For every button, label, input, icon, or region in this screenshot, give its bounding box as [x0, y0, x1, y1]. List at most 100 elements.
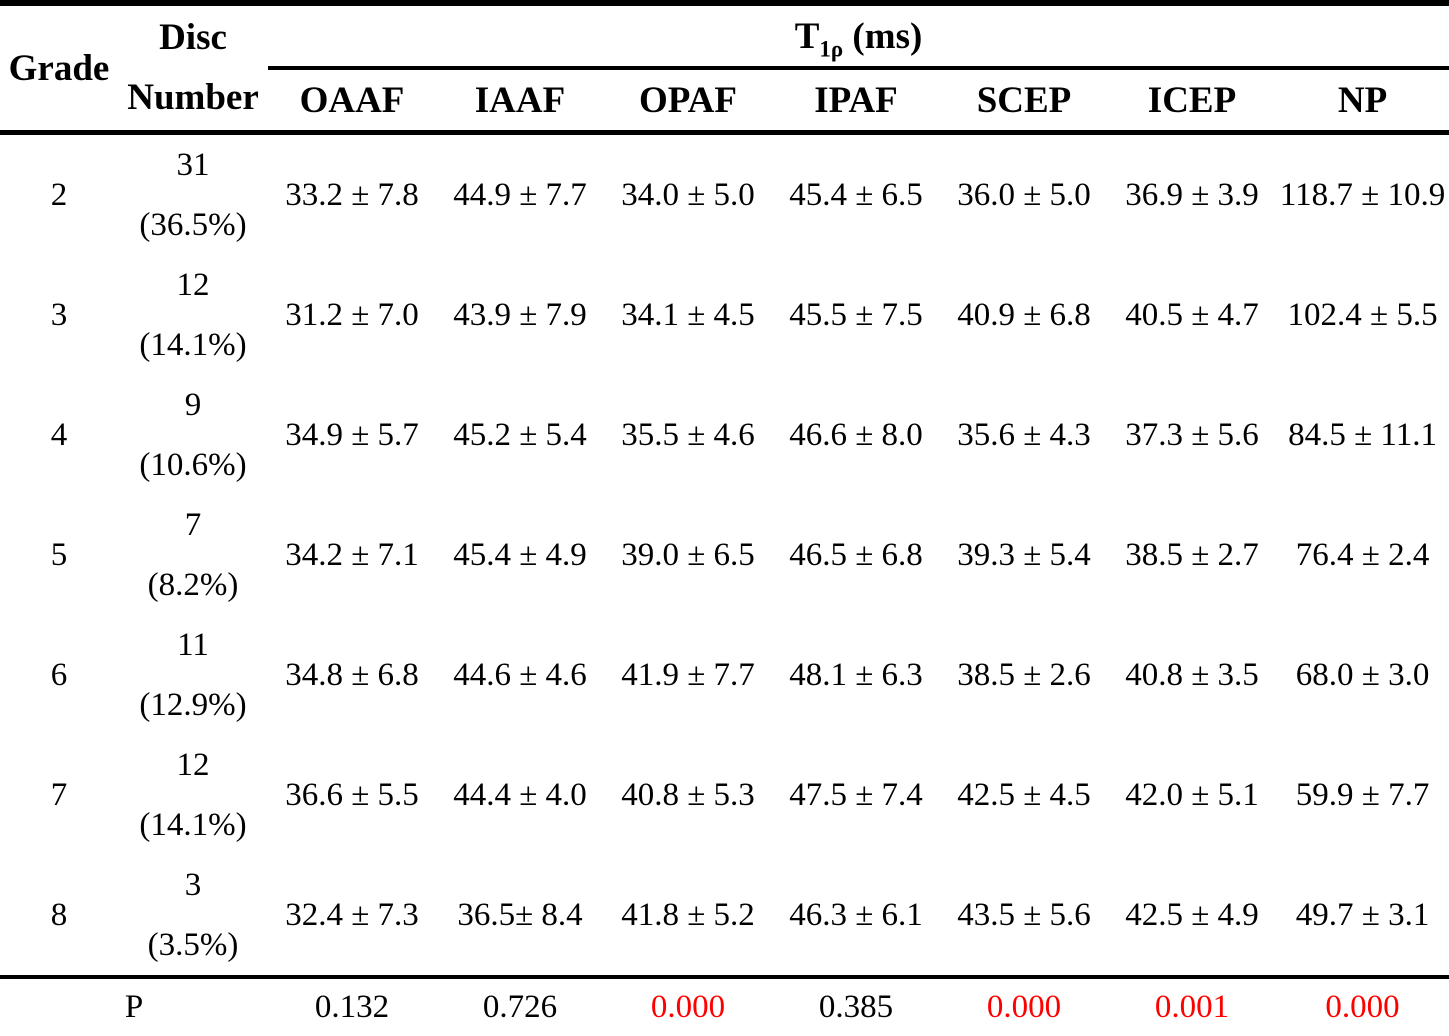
column-header-scep: SCEP: [940, 68, 1108, 135]
header-row-columns: OAAF IAAF OPAF IPAF SCEP ICEP NP: [0, 68, 1449, 135]
value-cell-np: 118.7 ± 10.9: [1279, 176, 1446, 213]
p-label: P: [0, 975, 268, 1036]
header-row-top: Grade Disc Number T1ρ (ms): [0, 3, 1449, 135]
value-cell-icep: 40.5 ± 4.7: [1125, 296, 1259, 333]
p-row: P 0.132 0.726 0.000 0.385 0.000 0.001 0.000: [0, 975, 1449, 1036]
disc-number-cell: 12 (14.1%): [118, 255, 268, 375]
disc-count: 3: [184, 867, 202, 903]
value-cell-icep: 42.5 ± 4.9: [1125, 896, 1259, 933]
column-header-icep: ICEP: [1108, 68, 1276, 135]
value-cell-np: 102.4 ± 5.5: [1287, 296, 1438, 333]
value-cell-iaaf: 45.2 ± 5.4: [453, 416, 587, 453]
table-row-grade-6: 6 11 (12.9%) 34.8 ± 6.8 44.6 ± 4.6 41.9 ± 7.7…: [0, 615, 1449, 735]
t1rho-unit: (ms): [843, 15, 923, 57]
value-cell-oaaf: 36.6 ± 5.5: [285, 776, 419, 813]
value-cell-icep: 38.5 ± 2.7: [1125, 536, 1259, 573]
disc-percent: (36.5%): [139, 207, 247, 243]
disc-number-cell: 3 (3.5%): [118, 855, 268, 977]
table-row-grade-4: 4 9 (10.6%) 34.9 ± 5.7 45.2 ± 5.4 35.5 ± 4.6 4…: [0, 375, 1449, 495]
value-cell-ipaf: 46.6 ± 8.0: [789, 416, 923, 453]
value-cell-iaaf: 44.4 ± 4.0: [453, 776, 587, 813]
column-header-ipaf: IPAF: [772, 68, 940, 135]
table-row-grade-5: 5 7 (8.2%) 34.2 ± 7.1 45.4 ± 4.9 39.0 ± 6.5 46…: [0, 495, 1449, 615]
value-cell-opaf: 41.8 ± 5.2: [621, 896, 755, 933]
p-value-scep: 0.000: [940, 975, 1108, 1036]
disc-percent: (12.9%): [139, 687, 247, 723]
disc-number-cell: 11 (12.9%): [118, 615, 268, 735]
value-cell-scep: 42.5 ± 4.5: [957, 776, 1091, 813]
disc-number-cell: 12 (14.1%): [118, 735, 268, 855]
p-value-ipaf: 0.385: [772, 975, 940, 1036]
value-cell-opaf: 34.0 ± 5.0: [621, 176, 755, 213]
p-value-iaaf: 0.726: [436, 975, 604, 1036]
value-cell-oaaf: 34.8 ± 6.8: [285, 656, 419, 693]
p-value-icep: 0.001: [1108, 975, 1276, 1036]
value-cell-ipaf: 45.4 ± 6.5: [789, 176, 923, 213]
table-row-grade-2: 2 31 (36.5%) 33.2 ± 7.8 44.9 ± 7.7 34.0 ± 5.0…: [0, 133, 1449, 256]
value-cell-icep: 40.8 ± 3.5: [1125, 656, 1259, 693]
value-cell-scep: 38.5 ± 2.6: [957, 656, 1091, 693]
value-cell-iaaf: 44.6 ± 4.6: [453, 656, 587, 693]
table-row-grade-3: 3 12 (14.1%) 31.2 ± 7.0 43.9 ± 7.9 34.1 ± 4.5…: [0, 255, 1449, 375]
value-cell-oaaf: 32.4 ± 7.3: [285, 896, 419, 933]
disc-count: 31: [176, 147, 210, 183]
value-cell-np: 59.9 ± 7.7: [1295, 776, 1430, 813]
table-row-grade-7: 7 12 (14.1%) 36.6 ± 5.5 44.4 ± 4.0 40.8 ± 5.3…: [0, 735, 1449, 855]
value-cell-np: 76.4 ± 2.4: [1295, 536, 1430, 573]
value-cell-icep: 36.9 ± 3.9: [1125, 176, 1259, 213]
grade-cell: 3: [50, 296, 68, 333]
disc-number-cell: 31 (36.5%): [118, 133, 268, 256]
p-value-opaf: 0.000: [604, 975, 772, 1036]
value-cell-opaf: 40.8 ± 5.3: [621, 776, 755, 813]
t1rho-base: T: [794, 15, 820, 57]
disc-count: 12: [176, 747, 210, 783]
header-disc-line1: Disc: [159, 17, 227, 58]
disc-percent: (14.1%): [139, 807, 247, 843]
grade-cell: 6: [50, 656, 68, 693]
value-cell-ipaf: 46.3 ± 6.1: [789, 896, 923, 933]
value-cell-ipaf: 45.5 ± 7.5: [789, 296, 923, 333]
p-value-np: 0.000: [1276, 975, 1449, 1036]
value-cell-np: 49.7 ± 3.1: [1295, 896, 1430, 933]
value-cell-oaaf: 34.2 ± 7.1: [285, 536, 419, 573]
value-cell-iaaf: 43.9 ± 7.9: [453, 296, 587, 333]
column-header-opaf: OPAF: [604, 68, 772, 135]
value-cell-opaf: 35.5 ± 4.6: [621, 416, 755, 453]
disc-count: 7: [184, 507, 202, 543]
grade-cell: 4: [50, 416, 68, 453]
value-cell-ipaf: 46.5 ± 6.8: [789, 536, 923, 573]
value-cell-icep: 37.3 ± 5.6: [1125, 416, 1259, 453]
header-disc-line2: Number: [127, 77, 259, 118]
header-disc-number: Disc Number: [118, 3, 268, 135]
disc-count: 11: [177, 627, 209, 663]
value-cell-scep: 40.9 ± 6.8: [957, 296, 1091, 333]
disc-percent: (8.2%): [147, 567, 239, 603]
value-cell-scep: 39.3 ± 5.4: [957, 536, 1091, 573]
value-cell-scep: 36.0 ± 5.0: [957, 176, 1091, 213]
value-cell-ipaf: 47.5 ± 7.4: [789, 776, 923, 813]
value-cell-opaf: 41.9 ± 7.7: [621, 656, 755, 693]
table-row-grade-8: 8 3 (3.5%) 32.4 ± 7.3 36.5± 8.4 41.8 ± 5.2 46.…: [0, 855, 1449, 977]
disc-percent: (3.5%): [147, 927, 239, 963]
column-header-oaaf: OAAF: [268, 68, 436, 135]
value-cell-np: 84.5 ± 11.1: [1288, 416, 1437, 453]
value-cell-opaf: 34.1 ± 4.5: [621, 296, 755, 333]
value-cell-iaaf: 44.9 ± 7.7: [453, 176, 587, 213]
header-grade: Grade: [0, 3, 118, 135]
grade-cell: 2: [50, 176, 68, 213]
value-cell-ipaf: 48.1 ± 6.3: [789, 656, 923, 693]
p-value-oaaf: 0.132: [268, 975, 436, 1036]
value-cell-scep: 35.6 ± 4.3: [957, 416, 1091, 453]
disc-number-cell: 9 (10.6%): [118, 375, 268, 495]
header-t1rho: T1ρ (ms): [268, 3, 1449, 70]
grade-cell: 5: [50, 536, 68, 573]
column-header-np: NP: [1276, 68, 1449, 135]
value-cell-oaaf: 31.2 ± 7.0: [285, 296, 419, 333]
value-cell-iaaf: 45.4 ± 4.9: [453, 536, 587, 573]
column-header-iaaf: IAAF: [436, 68, 604, 135]
value-cell-iaaf: 36.5± 8.4: [457, 896, 583, 933]
value-cell-oaaf: 34.9 ± 5.7: [285, 416, 419, 453]
table-body: 2 31 (36.5%) 33.2 ± 7.8 44.9 ± 7.7 34.0 ± 5.0…: [0, 133, 1449, 978]
disc-percent: (10.6%): [139, 447, 247, 483]
